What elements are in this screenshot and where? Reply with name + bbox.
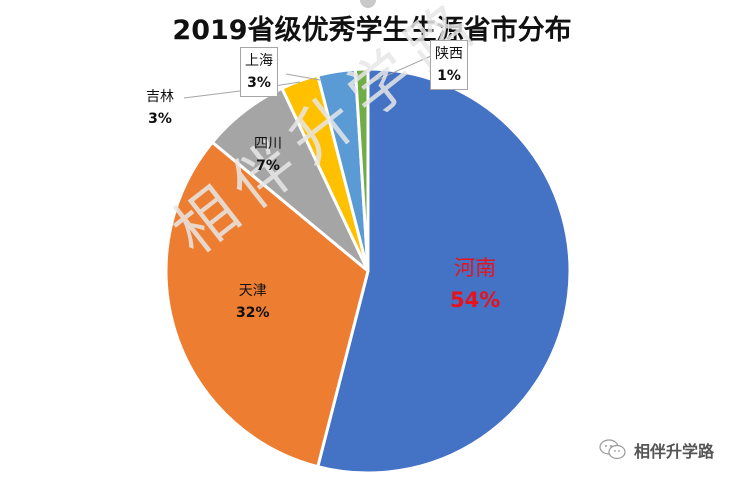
- label-jilin-pct: 3%: [148, 111, 172, 127]
- label-shaanxi-name: 陕西: [435, 46, 463, 62]
- brand-label: 相伴升学路: [634, 442, 715, 461]
- label-henan-pct: 54%: [450, 288, 501, 312]
- pie-slice-henan: [315, 67, 572, 475]
- pie-slice-shaanxi: [353, 67, 370, 272]
- brand-badge: 相伴升学路: [598, 438, 714, 462]
- label-jilin-name: 吉林: [146, 89, 174, 105]
- label-sichuan: 四川 7%: [254, 133, 282, 177]
- label-jilin: 吉林 3%: [146, 86, 174, 130]
- chart-title: 2019省级优秀学生生源省市分布: [172, 15, 572, 46]
- label-tianjin-name: 天津: [238, 283, 267, 299]
- label-shanghai-name: 上海: [245, 53, 273, 69]
- label-henan: 河南 54%: [450, 252, 500, 316]
- label-tianjin-pct: 32%: [236, 305, 270, 321]
- label-shanghai: 上海 3%: [240, 47, 278, 97]
- leader-line-shaanxi: [371, 55, 432, 83]
- leader-line-shanghai: [285, 73, 321, 81]
- label-shaanxi: 陕西 1%: [430, 40, 468, 90]
- label-sichuan-name: 四川: [254, 136, 282, 152]
- label-shanghai-pct: 3%: [247, 75, 271, 91]
- pie-slice-tianjin: [164, 140, 370, 469]
- label-tianjin: 天津 32%: [236, 280, 270, 324]
- label-shaanxi-pct: 1%: [437, 68, 461, 84]
- label-henan-name: 河南: [454, 256, 497, 280]
- wechat-icon: [598, 438, 628, 462]
- top-scroll-artifact: [360, 0, 376, 8]
- label-sichuan-pct: 7%: [256, 158, 280, 174]
